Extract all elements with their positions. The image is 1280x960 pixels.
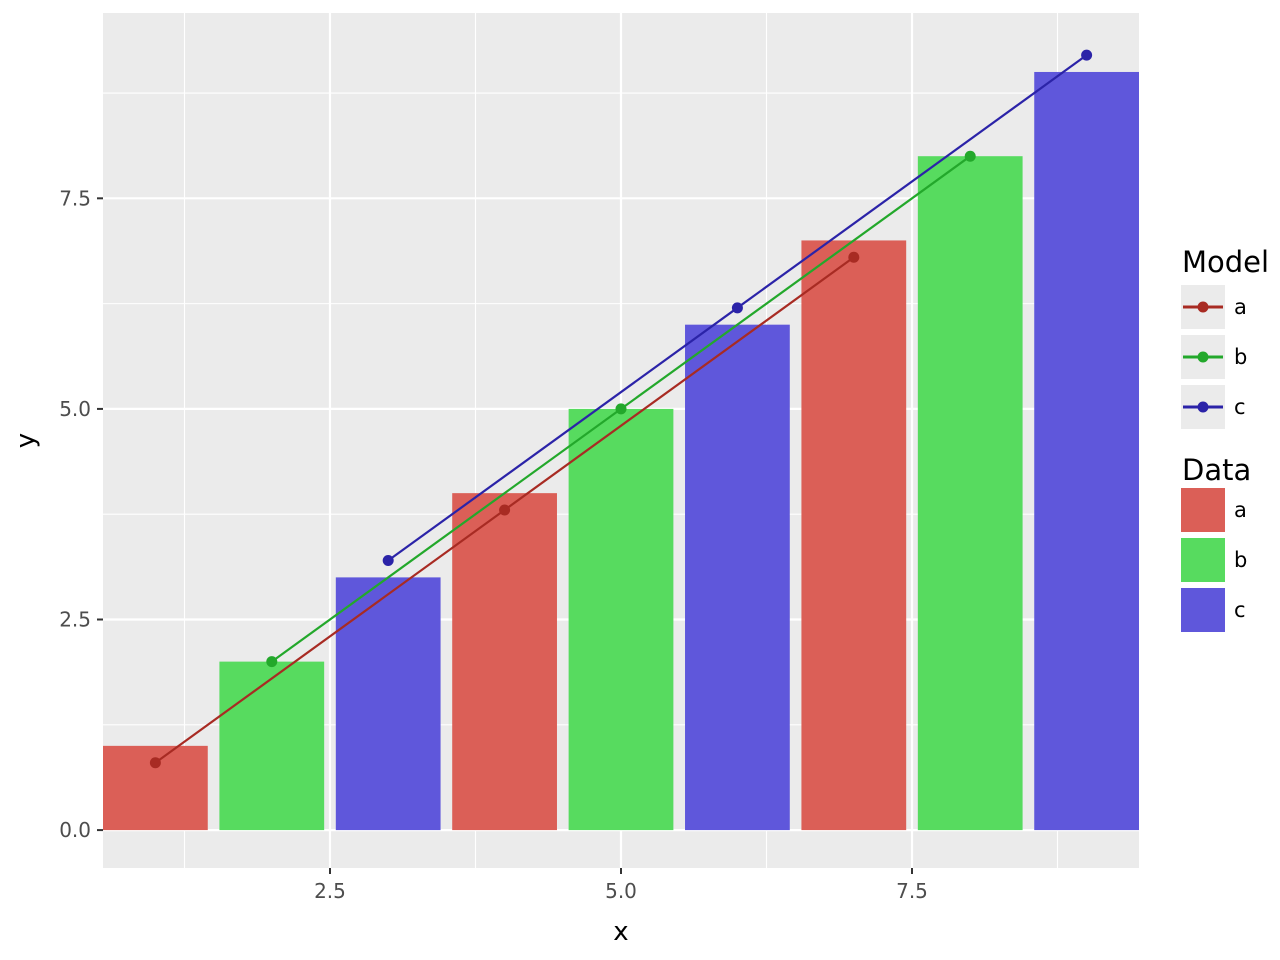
y-tick-label: 2.5 xyxy=(59,608,91,632)
legend-label-b: b xyxy=(1234,345,1247,369)
x-axis-title: x xyxy=(613,917,628,947)
point-b-x5 xyxy=(615,403,627,415)
legend-label-a: a xyxy=(1234,498,1247,522)
y-tick-label: 5.0 xyxy=(59,397,91,421)
bar-c-x6 xyxy=(685,324,790,831)
legend-swatch-c xyxy=(1181,588,1225,632)
point-b-x8 xyxy=(964,150,976,162)
point-a-x1 xyxy=(149,757,161,769)
bar-b-x2 xyxy=(219,661,325,831)
legend-label-c: c xyxy=(1234,598,1246,622)
x-tick-label: 2.5 xyxy=(314,879,346,903)
bar-a-x7 xyxy=(801,240,907,831)
y-tick-label: 0.0 xyxy=(59,818,91,842)
legend-title-model: Model xyxy=(1182,245,1269,279)
legend-point-c xyxy=(1197,401,1209,413)
axes: 2.5 5.0 7.5 0.0 2.5 5.0 7.5 xyxy=(59,186,928,903)
y-axis-title: y xyxy=(11,433,41,448)
legend-swatch-a xyxy=(1181,488,1225,532)
bar-a-x4 xyxy=(452,493,557,831)
point-a-x7 xyxy=(848,251,860,263)
legend-label-c: c xyxy=(1234,395,1246,419)
legend-label-a: a xyxy=(1234,295,1247,319)
x-tick-label: 7.5 xyxy=(896,879,928,903)
point-c-x9 xyxy=(1081,49,1093,61)
legend-swatch-b xyxy=(1181,538,1225,582)
y-tick-label: 7.5 xyxy=(59,186,91,210)
legend-point-a xyxy=(1197,301,1209,313)
bar-c-x3 xyxy=(335,577,441,831)
legend-label-b: b xyxy=(1234,548,1247,572)
bar-b-x8 xyxy=(917,156,1023,831)
point-b-x2 xyxy=(266,656,278,668)
bar-b-x5 xyxy=(568,408,674,831)
plot-panel xyxy=(103,13,1139,868)
point-c-x3 xyxy=(382,555,394,567)
legend-title-data: Data xyxy=(1182,453,1251,487)
point-a-x4 xyxy=(499,504,511,516)
legend: Model a b c Data a b c xyxy=(1181,245,1269,632)
bar-c-x9 xyxy=(1034,71,1139,831)
point-c-x6 xyxy=(731,302,743,314)
legend-point-b xyxy=(1197,351,1209,363)
x-tick-label: 5.0 xyxy=(605,879,637,903)
